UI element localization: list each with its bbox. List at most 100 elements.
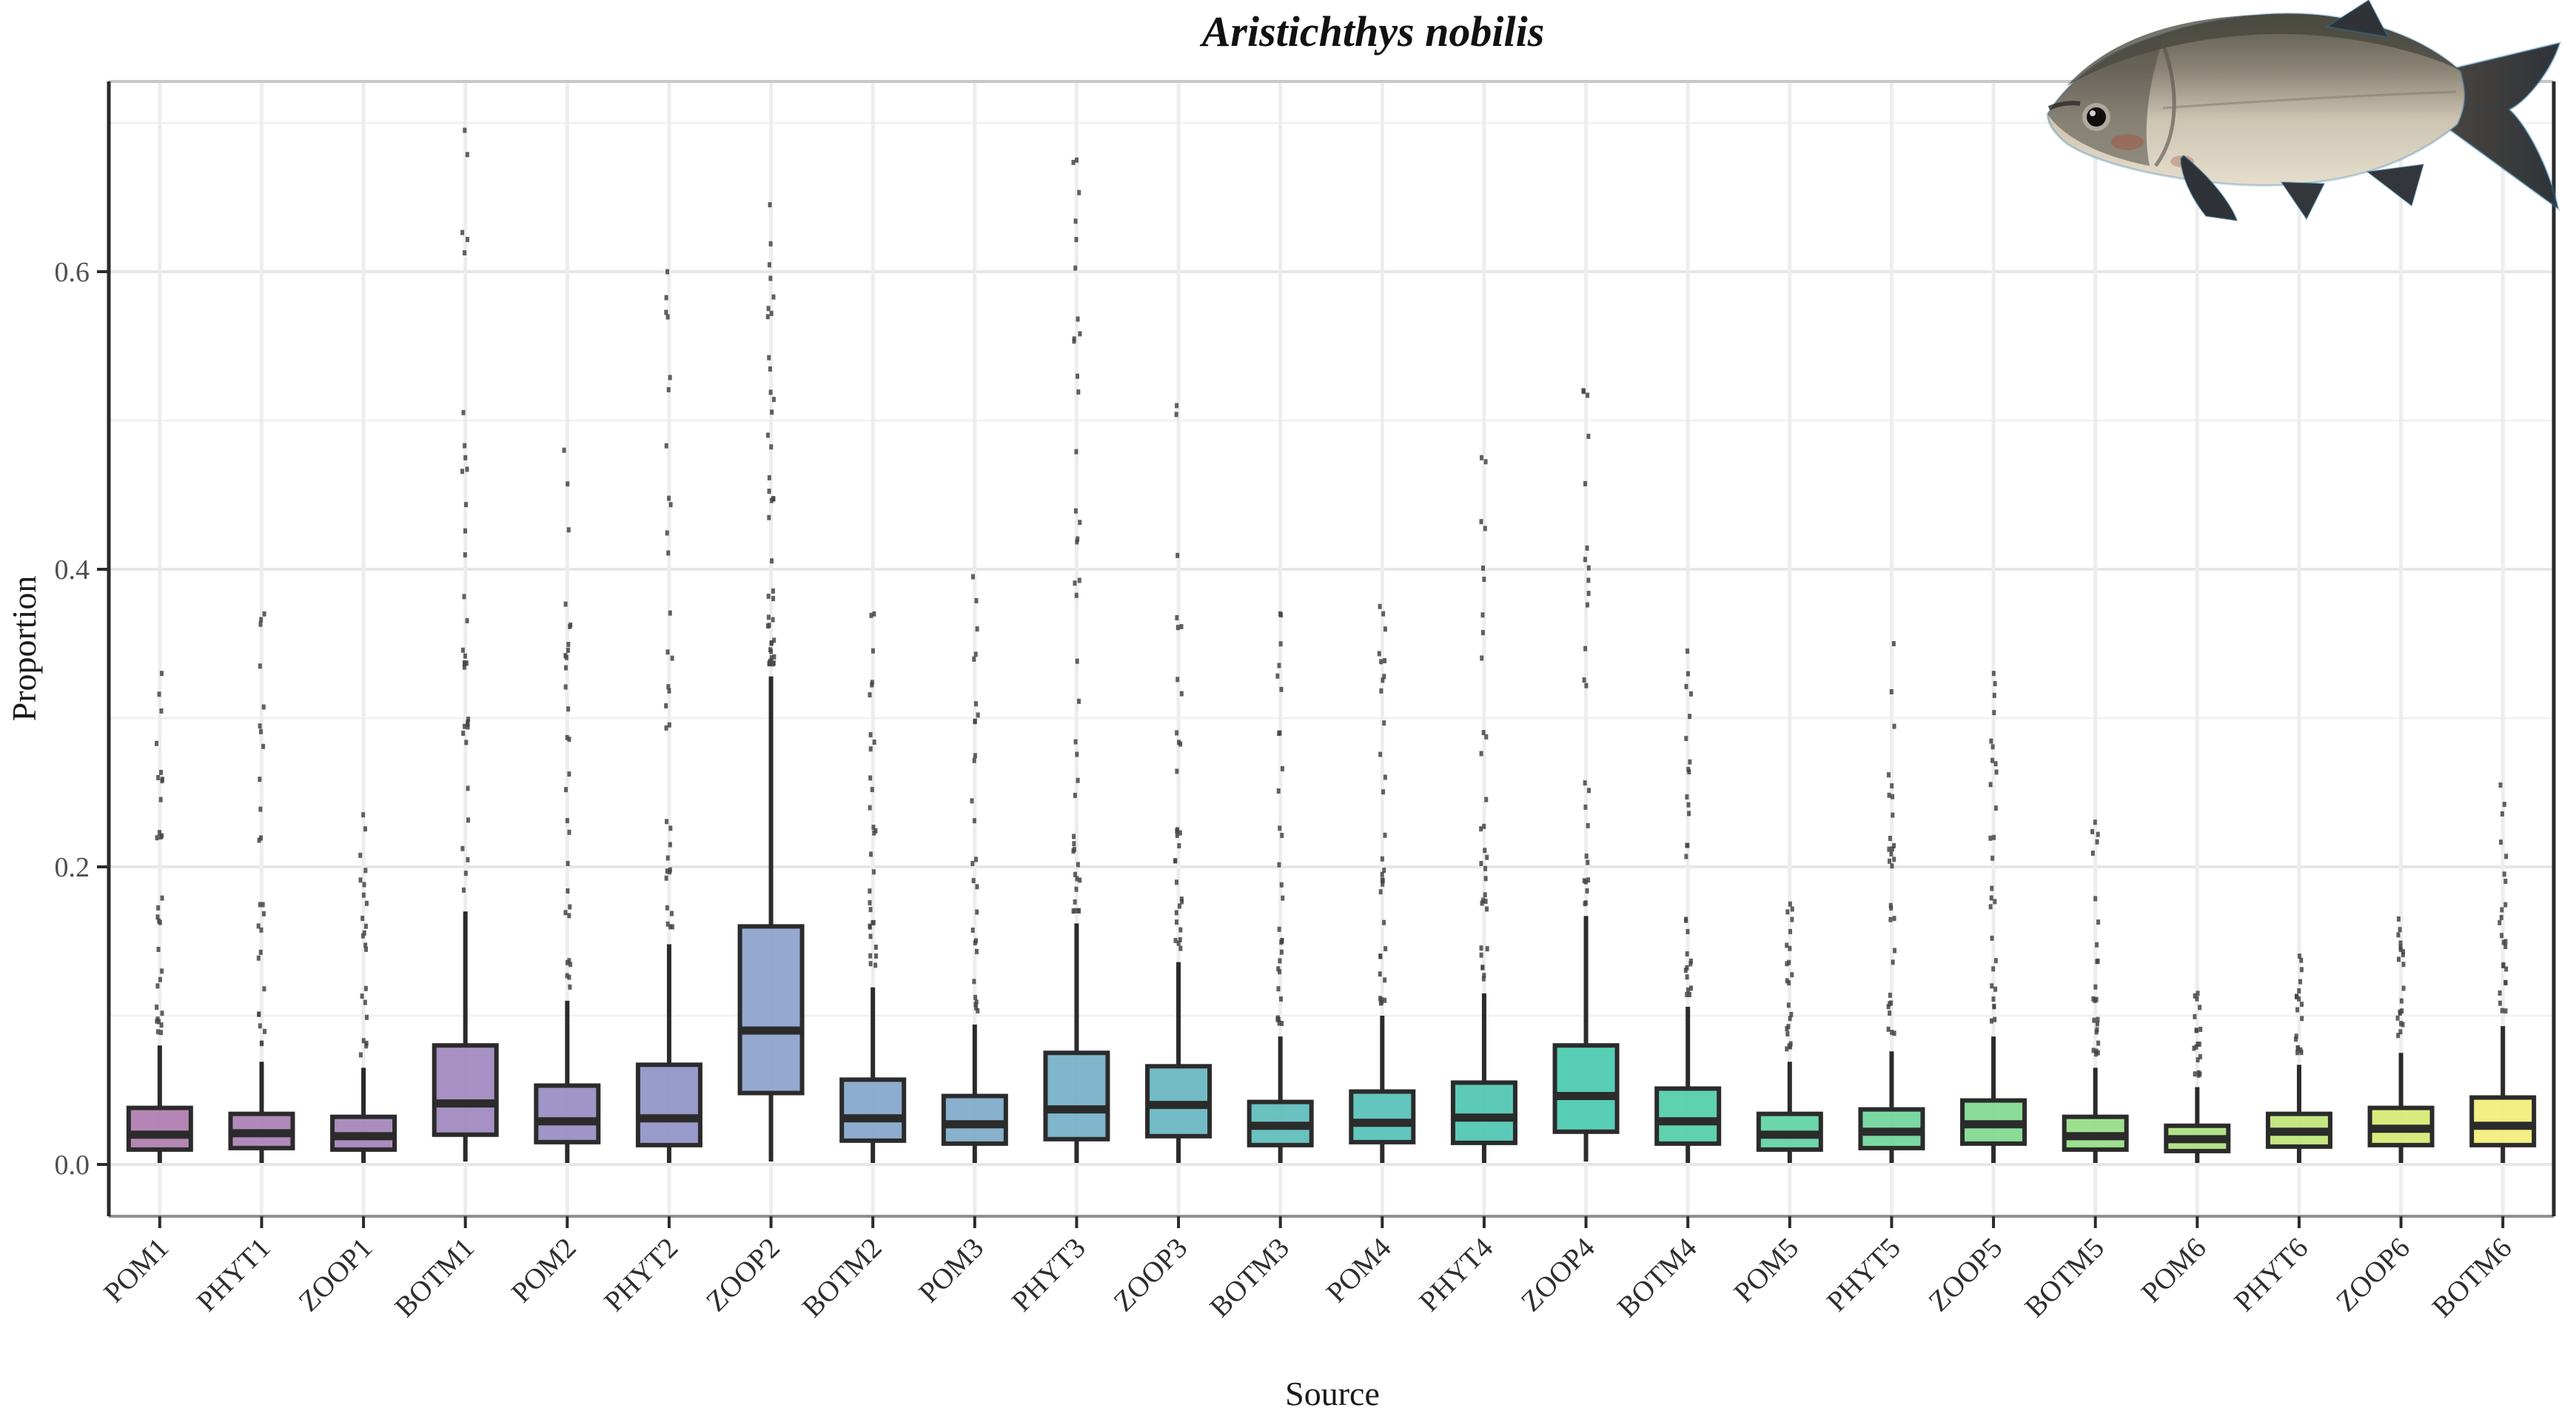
outlier-dot — [159, 708, 164, 714]
x-tick-label: ZOOP6 — [2330, 1232, 2416, 1318]
x-tick-label: BOTM5 — [2019, 1232, 2110, 1324]
outlier-dot — [769, 648, 774, 654]
outlier-dot — [668, 924, 673, 930]
outlier-dot — [157, 918, 161, 924]
outlier-dot — [1378, 889, 1383, 895]
outlier-dot — [568, 962, 573, 968]
outlier-dot — [160, 968, 164, 974]
outlier-dot — [1279, 686, 1284, 692]
outlier-dot — [1990, 935, 1994, 941]
outlier-dot — [868, 732, 873, 738]
outlier-dot — [157, 830, 161, 836]
outlier-dot — [1074, 237, 1079, 243]
boxplot-BOTM3 — [1247, 611, 1314, 1163]
outlier-dot — [1076, 777, 1080, 783]
outlier-dot — [1175, 879, 1179, 885]
outlier-dot — [868, 888, 872, 894]
outlier-dot — [258, 806, 263, 812]
outlier-dot — [1993, 1016, 1997, 1022]
outlier-dot — [358, 1052, 363, 1058]
outlier-dot — [463, 528, 467, 534]
outlier-dot — [1075, 539, 1079, 545]
outlier-dot — [1482, 973, 1486, 979]
x-tick-label: PHYT2 — [598, 1232, 684, 1318]
outlier-dot — [1076, 373, 1080, 379]
outlier-dot — [768, 202, 772, 208]
outlier-dot — [565, 734, 569, 740]
outlier-dot — [463, 871, 468, 876]
outlier-dot — [2503, 979, 2508, 985]
boxplot-POM5 — [1756, 901, 1823, 1163]
outlier-dot — [766, 306, 771, 312]
boxplot-PHYT2 — [635, 269, 702, 1163]
outlier-dot — [259, 835, 264, 841]
outlier-dot — [871, 825, 876, 831]
fish-illustration — [2046, 0, 2562, 222]
outlier-dot — [973, 994, 978, 1000]
outlier-dot — [2396, 932, 2401, 938]
outlier-dot — [364, 1040, 369, 1046]
outlier-dot — [1480, 630, 1485, 636]
outlier-dot — [568, 623, 572, 629]
outlier-dot — [767, 514, 771, 520]
outlier-dot — [466, 724, 470, 730]
outlier-dot — [872, 739, 876, 745]
outlier-dot — [1586, 565, 1591, 571]
chart-title: Aristichthys nobilis — [1200, 7, 1545, 56]
outlier-dot — [2300, 1016, 2304, 1022]
y-tick-label: 0.6 — [55, 257, 90, 288]
outlier-dot — [2093, 1051, 2098, 1057]
outlier-dot — [360, 993, 364, 999]
outlier-dot — [1175, 403, 1179, 409]
outlier-dot — [2396, 1033, 2401, 1039]
outlier-dot — [1788, 1016, 1792, 1022]
outlier-dot — [259, 617, 264, 623]
outlier-dot — [568, 904, 572, 910]
outlier-dot — [362, 930, 366, 936]
outlier-dot — [463, 455, 468, 460]
outlier-dot — [2198, 1026, 2203, 1032]
outlier-dot — [1481, 730, 1486, 736]
boxplot-ZOOP6 — [2367, 916, 2435, 1163]
outlier-dot — [1787, 1043, 1791, 1049]
outlier-dot — [1279, 996, 1284, 1002]
outlier-dot — [358, 852, 363, 858]
outlier-dot — [666, 386, 671, 392]
outlier-dot — [2299, 1050, 2304, 1056]
outlier-dot — [768, 241, 773, 247]
boxplot-PHYT5 — [1858, 641, 1925, 1163]
outlier-dot — [1277, 731, 1281, 737]
outlier-dot — [1483, 848, 1487, 854]
outlier-dot — [1383, 945, 1388, 951]
outlier-dot — [568, 984, 572, 990]
outlier-dot — [768, 275, 773, 281]
outlier-dot — [1175, 614, 1179, 620]
outlier-dot — [668, 502, 673, 508]
outlier-dot — [974, 1005, 979, 1010]
outlier-dot — [668, 375, 672, 381]
outlier-dot — [566, 706, 571, 712]
outlier-dot — [159, 769, 164, 775]
outlier-dot — [869, 612, 873, 618]
outlier-dot — [258, 902, 262, 908]
outlier-dot — [1584, 683, 1589, 688]
outlier-dot — [770, 558, 774, 564]
outlier-dot — [1380, 877, 1384, 883]
outlier-dot — [1583, 557, 1587, 563]
outlier-dot — [2500, 1008, 2504, 1013]
outlier-dot — [2401, 1022, 2405, 1028]
outlier-dot — [160, 1010, 164, 1016]
outlier-dot — [159, 671, 164, 677]
outlier-dot — [1586, 433, 1591, 439]
outlier-dot — [466, 717, 471, 723]
outlier-dot — [2396, 916, 2401, 922]
outlier-dot — [2498, 1000, 2502, 1006]
outlier-dot — [1379, 688, 1383, 694]
outlier-dot — [1787, 959, 1791, 965]
outlier-dot — [769, 444, 774, 450]
outlier-dot — [1685, 992, 1689, 998]
boxplot-POM3 — [941, 574, 1008, 1163]
fish-anal-fin — [2365, 163, 2425, 207]
outlier-dot — [463, 723, 467, 729]
outlier-dot — [566, 527, 571, 533]
